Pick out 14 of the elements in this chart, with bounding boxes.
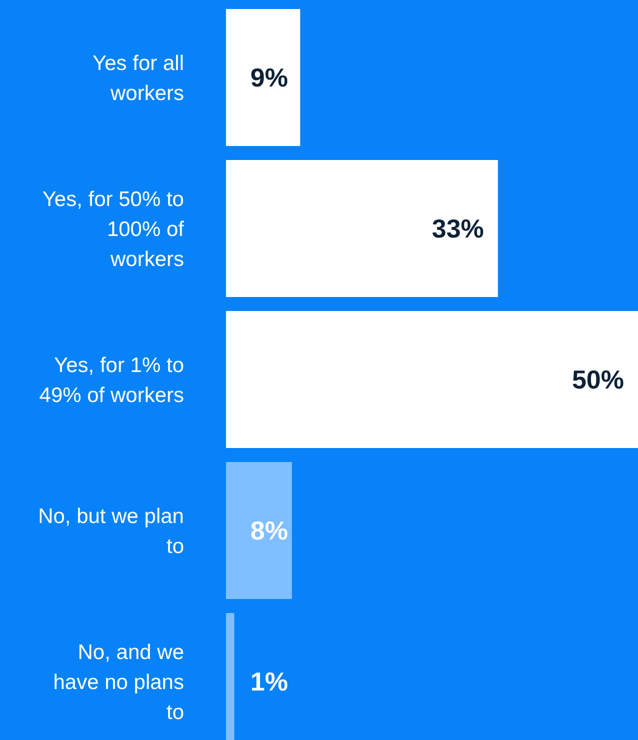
y-tick-label: Yes, for 50% to 100% of workers [42,188,184,271]
y-tick-label: Yes, for 1% to 49% of workers [39,354,184,407]
data-label: 50% [572,364,624,395]
data-label: 8% [250,516,288,546]
y-tick-label: No, and we have no plans to [53,640,184,724]
data-label: 33% [432,214,484,244]
bar [226,9,300,146]
bar [226,160,498,297]
y-tick-label: Yes for all workers [92,52,184,105]
data-label: 9% [250,62,288,93]
y-tick-label: No, but we plan to [38,504,184,558]
bar [226,462,292,599]
bar [226,311,638,448]
data-label: 1% [250,666,288,697]
